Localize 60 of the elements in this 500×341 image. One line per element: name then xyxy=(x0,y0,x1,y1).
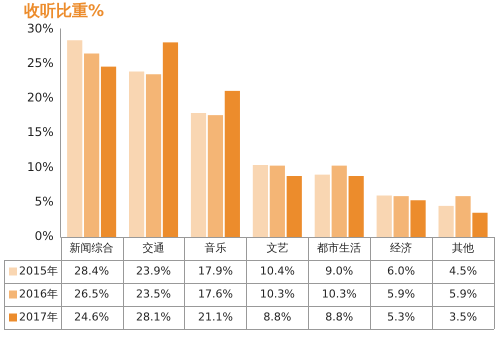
data-label: 10.3% xyxy=(260,287,295,300)
data-label: 10.4% xyxy=(260,264,295,278)
data-label: 8.8% xyxy=(263,310,292,324)
x-tick-label: 其他 xyxy=(452,241,474,254)
bar xyxy=(67,40,82,237)
bar xyxy=(394,196,409,237)
bar xyxy=(270,166,285,237)
bar xyxy=(162,42,178,237)
bar xyxy=(224,90,240,237)
data-label: 5.9% xyxy=(387,287,416,300)
x-tick-label: 文艺 xyxy=(266,241,288,254)
legend-label: 2017年 xyxy=(19,310,58,324)
x-tick-label: 都市生活 xyxy=(317,241,362,254)
bar xyxy=(455,196,471,237)
legend-label: 2015年 xyxy=(19,264,58,278)
y-tick-label: 20% xyxy=(27,90,54,105)
y-tick-label: 5% xyxy=(34,194,54,208)
data-label: 5.3% xyxy=(387,310,416,324)
x-tick-label: 音乐 xyxy=(204,241,226,254)
data-label: 24.6% xyxy=(74,310,110,324)
bar xyxy=(128,71,144,237)
bar xyxy=(314,174,330,237)
bar xyxy=(100,66,116,237)
y-tick-label: 0% xyxy=(34,229,54,244)
data-label: 9.0% xyxy=(325,264,354,278)
data-label: 26.5% xyxy=(74,287,110,300)
bar xyxy=(376,195,392,237)
data-label: 10.3% xyxy=(322,287,357,300)
data-label: 28.1% xyxy=(136,310,172,324)
data-label: 17.9% xyxy=(198,264,233,278)
x-tick-label: 交通 xyxy=(142,241,165,254)
bar xyxy=(348,176,364,237)
bar xyxy=(208,115,224,237)
bar xyxy=(472,212,488,237)
data-label: 3.5% xyxy=(449,310,478,324)
data-label: 17.6% xyxy=(198,287,233,300)
y-tick-label: 15% xyxy=(27,125,54,140)
bar xyxy=(286,176,302,237)
y-tick-label: 30% xyxy=(27,21,54,36)
x-tick-label: 经济 xyxy=(390,241,412,254)
data-label: 23.9% xyxy=(136,264,172,278)
y-tick-label: 10% xyxy=(27,160,54,174)
data-label: 4.5% xyxy=(449,264,478,278)
bar xyxy=(332,166,347,237)
data-label: 28.4% xyxy=(74,264,110,278)
y-tick-label: 25% xyxy=(27,56,54,70)
bar xyxy=(438,206,454,237)
legend-label: 2016年 xyxy=(19,287,58,300)
data-label: 5.9% xyxy=(449,287,478,300)
bar xyxy=(190,113,206,237)
data-label: 21.1% xyxy=(198,310,233,324)
bar xyxy=(146,74,162,237)
bar xyxy=(410,200,426,237)
data-label: 23.5% xyxy=(136,287,172,300)
x-tick-label: 新闻综合 xyxy=(70,241,114,254)
data-label: 8.8% xyxy=(325,310,354,324)
bar xyxy=(84,53,100,237)
chart-title: 收听比重% xyxy=(24,0,104,20)
data-label: 6.0% xyxy=(387,264,416,278)
bar xyxy=(252,164,268,237)
